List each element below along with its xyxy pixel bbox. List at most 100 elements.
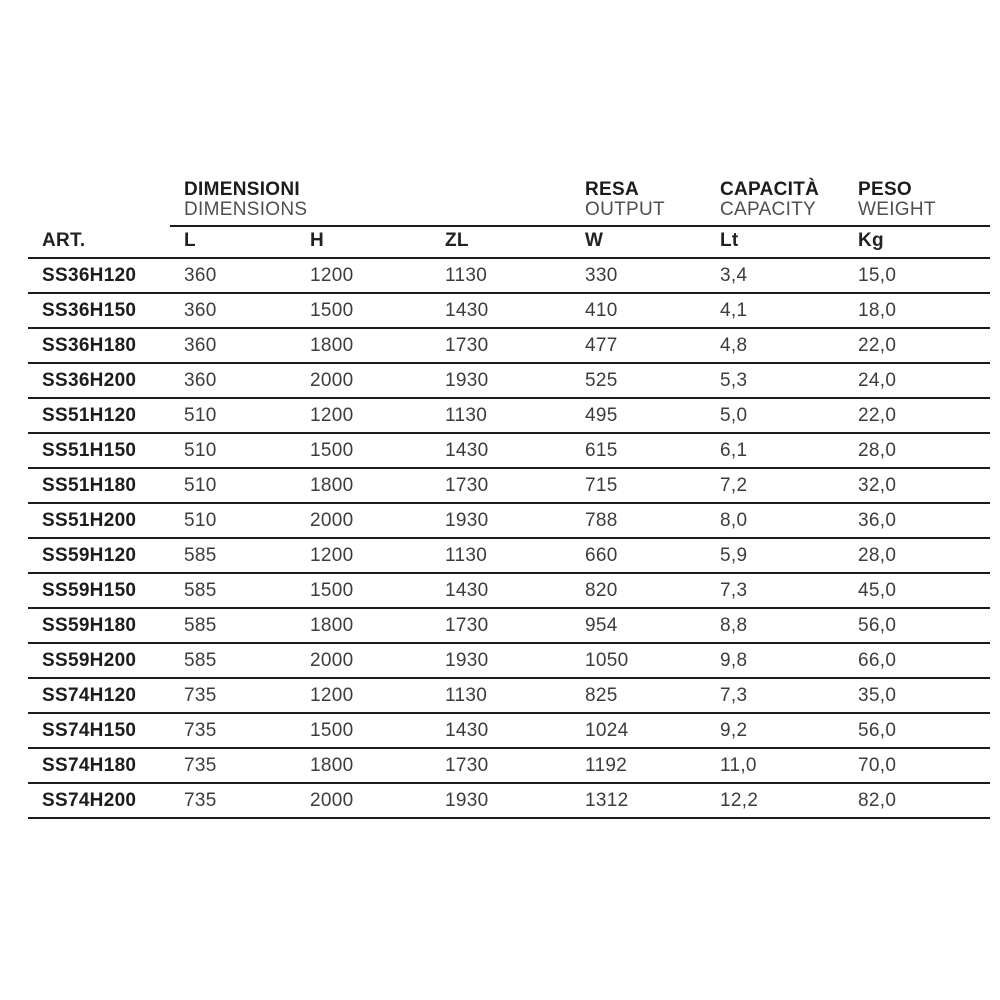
group-sublabel-dimensions: DIMENSIONS [184, 199, 308, 220]
column-header-zl: ZL [431, 226, 572, 259]
cell-h: 1200 [296, 258, 431, 294]
cell-lt: 5,3 [706, 363, 845, 399]
cell-zl: 1930 [431, 643, 572, 679]
column-header-row: ART. L H ZL W Lt Kg [28, 226, 991, 259]
table-row: SS59H120 585 1200 1130 660 5,9 28,0 [28, 538, 991, 574]
cell-h: 1200 [296, 398, 431, 434]
table-row: SS59H200 585 2000 1930 1050 9,8 66,0 [28, 643, 991, 679]
cell-lt: 8,8 [706, 608, 845, 644]
cell-zl: 1730 [431, 468, 572, 504]
cell-zl: 1130 [431, 678, 572, 714]
cell-l: 585 [170, 538, 296, 574]
cell-l: 510 [170, 433, 296, 469]
cell-zl: 1930 [431, 363, 572, 399]
cell-h: 2000 [296, 503, 431, 539]
group-sublabel-weight: WEIGHT [858, 199, 936, 220]
cell-art: SS74H150 [28, 713, 170, 749]
group-header-output: RESA OUTPUT [571, 178, 707, 227]
cell-art: SS51H120 [28, 398, 170, 434]
cell-zl: 1930 [431, 503, 572, 539]
table-row: SS36H180 360 1800 1730 477 4,8 22,0 [28, 328, 991, 364]
cell-l: 510 [170, 398, 296, 434]
cell-l: 360 [170, 328, 296, 364]
cell-h: 1200 [296, 678, 431, 714]
table-row: SS74H180 735 1800 1730 1192 11,0 70,0 [28, 748, 991, 784]
cell-l: 735 [170, 748, 296, 784]
cell-kg: 56,0 [844, 713, 991, 749]
cell-zl: 1730 [431, 608, 572, 644]
cell-zl: 1430 [431, 573, 572, 609]
cell-h: 1500 [296, 713, 431, 749]
column-header-lt: Lt [706, 226, 845, 259]
cell-zl: 1130 [431, 538, 572, 574]
cell-lt: 8,0 [706, 503, 845, 539]
table-row: SS36H200 360 2000 1930 525 5,3 24,0 [28, 363, 991, 399]
column-header-l: L [170, 226, 296, 259]
table-row: SS59H180 585 1800 1730 954 8,8 56,0 [28, 608, 991, 644]
cell-l: 735 [170, 678, 296, 714]
cell-w: 820 [571, 573, 707, 609]
cell-art: SS74H120 [28, 678, 170, 714]
cell-art: SS51H200 [28, 503, 170, 539]
cell-h: 1800 [296, 468, 431, 504]
cell-h: 1200 [296, 538, 431, 574]
group-label-dimensioni: DIMENSIONI [184, 179, 300, 200]
cell-h: 1800 [296, 748, 431, 784]
cell-art: SS36H180 [28, 328, 170, 364]
cell-art: SS36H120 [28, 258, 170, 294]
column-header-kg: Kg [844, 226, 991, 259]
table-row: SS51H200 510 2000 1930 788 8,0 36,0 [28, 503, 991, 539]
cell-lt: 5,9 [706, 538, 845, 574]
cell-lt: 12,2 [706, 783, 845, 819]
cell-h: 1500 [296, 293, 431, 329]
cell-lt: 3,4 [706, 258, 845, 294]
cell-lt: 9,8 [706, 643, 845, 679]
spec-table-container: DIMENSIONI DIMENSIONS RESA OUTPUT CAPACI… [28, 178, 991, 819]
cell-lt: 11,0 [706, 748, 845, 784]
cell-kg: 22,0 [844, 398, 991, 434]
cell-w: 615 [571, 433, 707, 469]
cell-w: 477 [571, 328, 707, 364]
cell-kg: 36,0 [844, 503, 991, 539]
cell-h: 1500 [296, 433, 431, 469]
cell-lt: 7,2 [706, 468, 845, 504]
table-row: SS51H120 510 1200 1130 495 5,0 22,0 [28, 398, 991, 434]
group-header-weight: PESO WEIGHT [844, 178, 991, 227]
cell-kg: 24,0 [844, 363, 991, 399]
cell-art: SS51H150 [28, 433, 170, 469]
cell-w: 1312 [571, 783, 707, 819]
cell-lt: 4,8 [706, 328, 845, 364]
cell-art: SS59H180 [28, 608, 170, 644]
cell-kg: 28,0 [844, 538, 991, 574]
cell-w: 1024 [571, 713, 707, 749]
cell-zl: 1430 [431, 433, 572, 469]
cell-w: 330 [571, 258, 707, 294]
cell-h: 1800 [296, 608, 431, 644]
group-header-dimensions: DIMENSIONI DIMENSIONS [170, 178, 572, 227]
cell-w: 1192 [571, 748, 707, 784]
cell-art: SS59H120 [28, 538, 170, 574]
group-label-capacita: CAPACITÀ [720, 179, 820, 200]
cell-l: 360 [170, 293, 296, 329]
group-header-capacity: CAPACITÀ CAPACITY [706, 178, 845, 227]
cell-kg: 82,0 [844, 783, 991, 819]
cell-kg: 56,0 [844, 608, 991, 644]
cell-kg: 45,0 [844, 573, 991, 609]
table-row: SS51H180 510 1800 1730 715 7,2 32,0 [28, 468, 991, 504]
cell-kg: 18,0 [844, 293, 991, 329]
cell-art: SS74H180 [28, 748, 170, 784]
cell-art: SS74H200 [28, 783, 170, 819]
cell-art: SS36H200 [28, 363, 170, 399]
cell-kg: 32,0 [844, 468, 991, 504]
cell-w: 788 [571, 503, 707, 539]
table-row: SS36H120 360 1200 1130 330 3,4 15,0 [28, 258, 991, 294]
cell-l: 585 [170, 643, 296, 679]
cell-w: 954 [571, 608, 707, 644]
table-row: SS74H200 735 2000 1930 1312 12,2 82,0 [28, 783, 991, 819]
cell-l: 585 [170, 573, 296, 609]
cell-l: 510 [170, 503, 296, 539]
cell-w: 495 [571, 398, 707, 434]
cell-kg: 28,0 [844, 433, 991, 469]
table-row: SS74H120 735 1200 1130 825 7,3 35,0 [28, 678, 991, 714]
